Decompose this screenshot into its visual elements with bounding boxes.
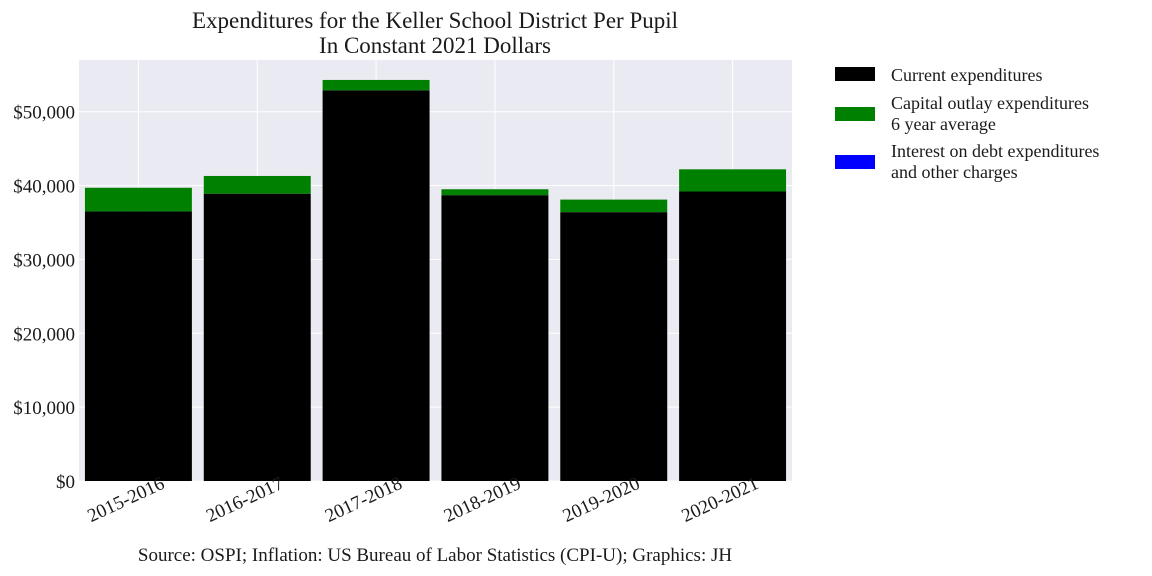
- bar-segment: [203, 193, 311, 481]
- y-tick-label: $50,000: [13, 103, 75, 124]
- y-tick-label: $10,000: [13, 398, 75, 419]
- bar-segment: [322, 90, 430, 481]
- legend: Current expenditures Capital outlay expen…: [835, 65, 1099, 182]
- legend-swatch: [835, 155, 875, 169]
- y-tick-label: $30,000: [13, 250, 75, 271]
- bar-segment: [560, 212, 668, 481]
- legend-label: Interest on debt expenditures: [891, 141, 1099, 161]
- bar-segment: [441, 195, 549, 482]
- y-tick-label: $40,000: [13, 177, 75, 198]
- bar-segment: [679, 191, 787, 482]
- bar-segment: [84, 187, 192, 212]
- bar-segment: [84, 211, 192, 481]
- legend-swatch: [835, 107, 875, 121]
- bar-segment: [322, 79, 430, 91]
- y-tick-label: $20,000: [13, 324, 75, 345]
- bar-segment: [203, 175, 311, 194]
- bars: [84, 79, 787, 482]
- y-axis: $0 $10,000 $20,000 $30,000 $40,000 $50,000: [13, 103, 75, 493]
- source-note: Source: OSPI; Inflation: US Bureau of La…: [138, 545, 732, 566]
- legend-label-line2: and other charges: [891, 162, 1018, 182]
- chart-subtitle: In Constant 2021 Dollars: [319, 33, 551, 58]
- bar-segment: [560, 199, 668, 213]
- plot-area: [79, 60, 792, 481]
- y-tick-label: $0: [56, 472, 75, 493]
- chart-title: Expenditures for the Keller School Distr…: [192, 8, 678, 33]
- legend-swatch: [835, 67, 875, 81]
- legend-label-line2: 6 year average: [891, 114, 996, 134]
- bar-segment: [441, 189, 549, 196]
- legend-label: Current expenditures: [891, 65, 1042, 85]
- bar-segment: [679, 169, 787, 192]
- legend-label: Capital outlay expenditures: [891, 93, 1089, 113]
